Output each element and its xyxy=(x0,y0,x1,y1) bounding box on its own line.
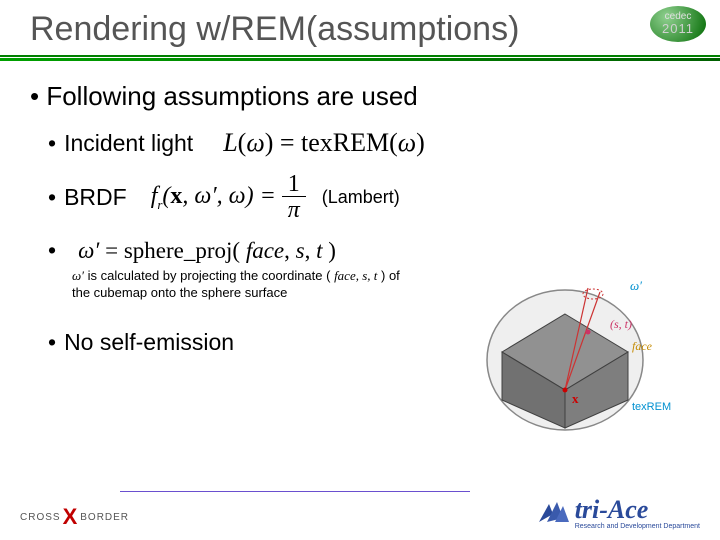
diagram-label-face: face xyxy=(632,339,653,353)
incident-formula: L(ω) = texREM(ω) xyxy=(223,128,425,158)
diagram-label-st: (s, t) xyxy=(610,317,632,331)
lambert-note: (Lambert) xyxy=(322,187,400,208)
omega-formula: ω′ = sphere_proj( face, s, t ) xyxy=(78,238,336,264)
cedec-logo: cedec 2011 xyxy=(650,6,706,42)
main-bullet: • Following assumptions are used xyxy=(30,81,690,112)
triace-icon xyxy=(531,496,571,530)
diagram-label-x: x xyxy=(572,391,579,406)
bullet-incident: • Incident light L(ω) = texREM(ω) xyxy=(48,128,690,158)
triace-logo: tri-Ace Research and Development Departm… xyxy=(531,495,700,530)
triace-sub: Research and Development Department xyxy=(575,523,700,530)
slide-title: Rendering w/REM(assumptions) xyxy=(30,10,700,49)
logo-year: 2011 xyxy=(650,22,706,35)
projection-diagram: ω′ (s, t) face x texREM xyxy=(460,270,690,440)
noemission-label: No self-emission xyxy=(64,329,234,356)
omega-note: ω′ is calculated by projecting the coord… xyxy=(72,268,402,301)
cross-left: CROSS xyxy=(20,512,61,523)
footer-divider xyxy=(120,491,470,492)
cross-right: BORDER xyxy=(80,512,129,523)
bullet-brdf: • BRDF fr(x, ω′, ω) = 1 π (Lambert) xyxy=(48,172,690,223)
diagram-label-omega: ω′ xyxy=(630,278,642,293)
brdf-formula: fr(x, ω′, ω) = 1 π xyxy=(151,172,312,223)
brdf-label: BRDF xyxy=(64,184,127,211)
crossborder-logo: CROSS X BORDER xyxy=(20,504,129,530)
triace-name: tri-Ace xyxy=(575,495,649,524)
footer: CROSS X BORDER tri-Ace Research and Deve… xyxy=(20,495,700,530)
x-icon: X xyxy=(63,504,79,530)
incident-label: Incident light xyxy=(64,130,193,157)
title-bar: Rendering w/REM(assumptions) cedec 2011 xyxy=(0,0,720,57)
bullet-omega: • ω′ = sphere_proj( face, s, t ) xyxy=(48,237,690,264)
diagram-label-texrem: texREM xyxy=(632,401,671,413)
